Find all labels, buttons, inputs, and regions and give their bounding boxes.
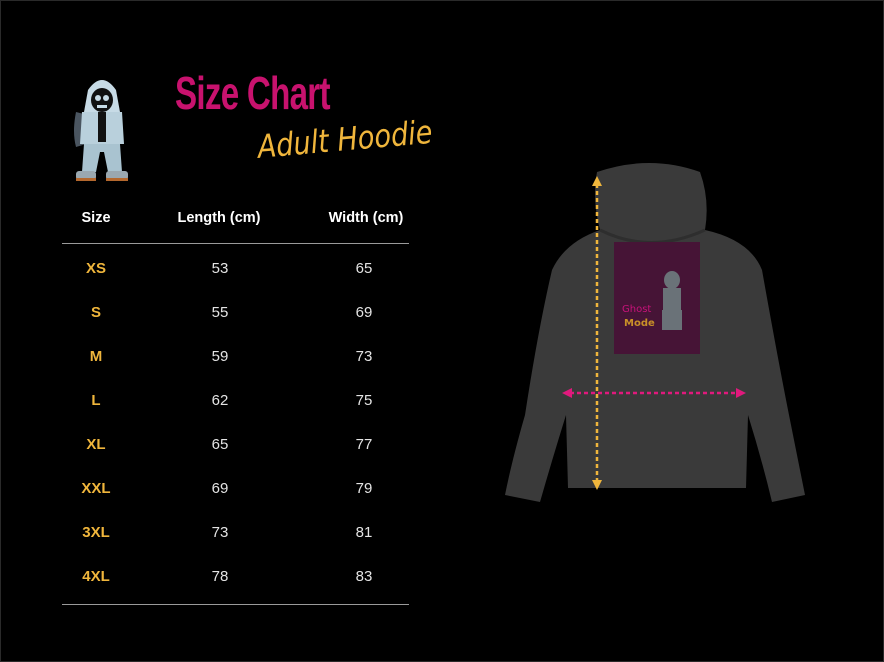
- table-cell-width: 69: [355, 304, 373, 321]
- column-header-width: Width (cm): [328, 210, 404, 226]
- length-arrow-bottom-icon: [592, 480, 602, 490]
- column-header-length: Length (cm): [177, 210, 261, 226]
- table-cell-size: XXL: [81, 480, 111, 497]
- table-cell-width: 65: [355, 260, 373, 277]
- hooded-skull-mascot-icon: [74, 80, 128, 181]
- table-cell-size: 3XL: [82, 524, 110, 541]
- table-cell-length: 55: [211, 304, 229, 321]
- table-cell-size: XL: [86, 436, 106, 453]
- table-cell-length: 65: [211, 436, 229, 453]
- table-cell-width: 75: [355, 392, 373, 409]
- page-title: Size Chart: [175, 67, 330, 119]
- column-header-size: Size: [81, 210, 111, 226]
- table-cell-width: 73: [355, 348, 373, 365]
- hoodie-print: [614, 242, 700, 354]
- table-cell-length: 73: [211, 524, 229, 541]
- table-cell-size: 4XL: [82, 568, 110, 585]
- table-cell-size: M: [89, 348, 103, 365]
- table-cell-size: S: [90, 304, 102, 321]
- table-cell-width: 83: [355, 568, 373, 585]
- table-cell-length: 69: [211, 480, 229, 497]
- table-cell-width: 81: [355, 524, 373, 541]
- table-cell-width: 77: [355, 436, 373, 453]
- print-logo-ghost: Ghost: [622, 304, 651, 315]
- hoodie-illustration: Ghost Mode: [505, 163, 805, 502]
- table-cell-size: L: [91, 392, 101, 409]
- table-cell-length: 59: [211, 348, 229, 365]
- table-cell-width: 79: [355, 480, 373, 497]
- length-arrow-top-icon: [592, 176, 602, 186]
- width-arrow-right-icon: [736, 388, 746, 398]
- table-cell-length: 53: [211, 260, 229, 277]
- print-logo-mode: Mode: [624, 318, 655, 329]
- width-arrow-left-icon: [562, 388, 572, 398]
- table-cell-size: XS: [85, 260, 107, 277]
- table-bottom-divider: [62, 604, 409, 605]
- header-divider: [62, 243, 409, 244]
- table-cell-length: 62: [211, 392, 229, 409]
- table-cell-length: 78: [211, 568, 229, 585]
